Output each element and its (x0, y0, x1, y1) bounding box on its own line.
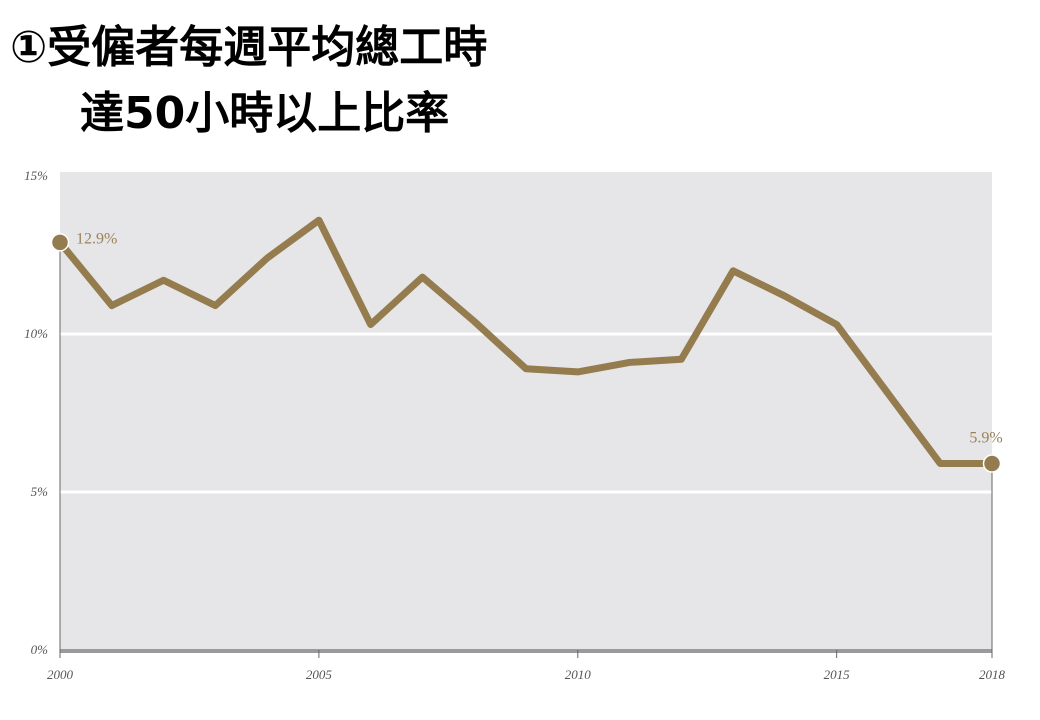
x-tick-label: 2005 (306, 667, 333, 682)
x-tick-label: 2015 (824, 667, 851, 682)
x-tick-label: 2010 (565, 667, 592, 682)
x-tick-label: 2000 (47, 667, 74, 682)
end-point (982, 454, 1002, 473)
y-tick-label: 15% (24, 168, 48, 183)
x-tick-label: 2018 (979, 667, 1006, 682)
y-tick-label: 0% (31, 642, 49, 657)
chart-title: ①受僱者每週平均總工時 (10, 22, 487, 73)
data-label: 5.9% (969, 430, 1002, 447)
y-tick-label: 5% (31, 484, 49, 499)
end-point (50, 233, 70, 252)
plot-area (60, 172, 992, 650)
chart-subtitle: 達50小時以上比率 (80, 88, 449, 139)
data-line (57, 216, 992, 468)
y-tick-label: 10% (24, 326, 48, 341)
data-label: 12.9% (76, 230, 117, 247)
